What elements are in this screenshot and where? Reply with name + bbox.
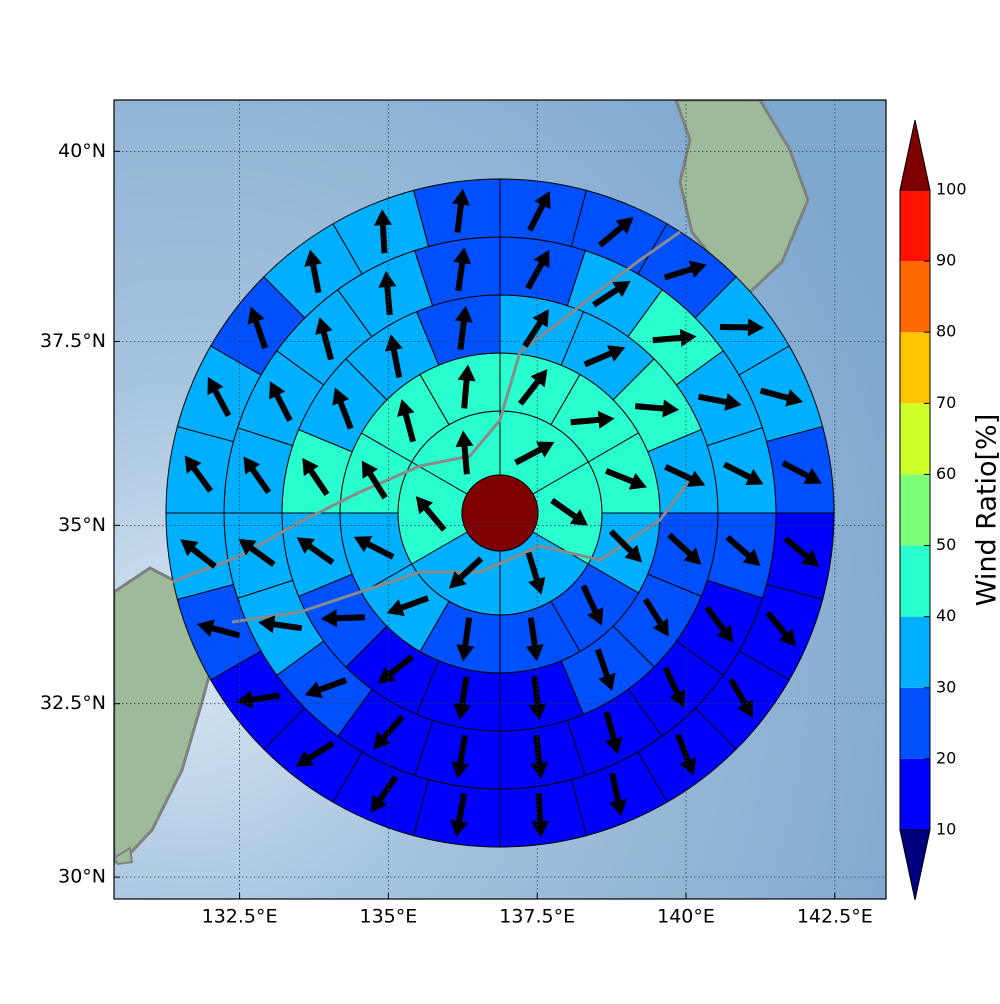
colorbar-tick-label: 40 (936, 606, 956, 625)
y-tick-label: 37.5°N (40, 330, 106, 352)
colorbar-tick-label: 100 (936, 180, 967, 199)
sector-layer (166, 179, 834, 847)
sector (414, 179, 500, 246)
colorbar-tick-label: 90 (936, 251, 956, 270)
colorbar-tick-label: 70 (936, 393, 956, 412)
sector (500, 179, 586, 246)
sector (414, 780, 500, 847)
colorbar-bin (900, 332, 930, 403)
colorbar-bin (900, 190, 930, 261)
colorbar-tick-label: 10 (936, 820, 956, 839)
colorbar-bin (900, 403, 930, 474)
x-tick-label: 140°E (657, 906, 715, 928)
sector (767, 513, 834, 599)
x-tick-label: 135°E (360, 906, 418, 928)
colorbar-bin (900, 759, 930, 830)
colorbar-tick-label: 60 (936, 464, 956, 483)
colorbar-tick-label: 20 (936, 748, 956, 767)
colorbar-extend-min (900, 830, 930, 900)
colorbar-bin (900, 474, 930, 545)
colorbar-tick-label: 30 (936, 677, 956, 696)
colorbar-tick-label: 80 (936, 322, 956, 341)
center-disk (462, 475, 538, 551)
y-tick-label: 35°N (58, 514, 106, 536)
colorbar-bin (900, 688, 930, 759)
colorbar-bin (900, 261, 930, 332)
colorbar-extend-max (900, 120, 930, 190)
sector (500, 780, 586, 847)
y-tick-label: 32.5°N (40, 692, 106, 714)
colorbar-bin (900, 546, 930, 617)
colorbar-label: Wind Ratio[%] (972, 414, 1000, 606)
x-tick-label: 142.5°E (797, 906, 873, 928)
y-tick-label: 40°N (58, 140, 106, 162)
y-tick-label: 30°N (58, 866, 106, 888)
x-tick-label: 132.5°E (202, 906, 278, 928)
x-tick-label: 137.5°E (499, 906, 575, 928)
sector (166, 427, 233, 513)
colorbar-tick-label: 50 (936, 535, 956, 554)
colorbar-bin (900, 617, 930, 688)
